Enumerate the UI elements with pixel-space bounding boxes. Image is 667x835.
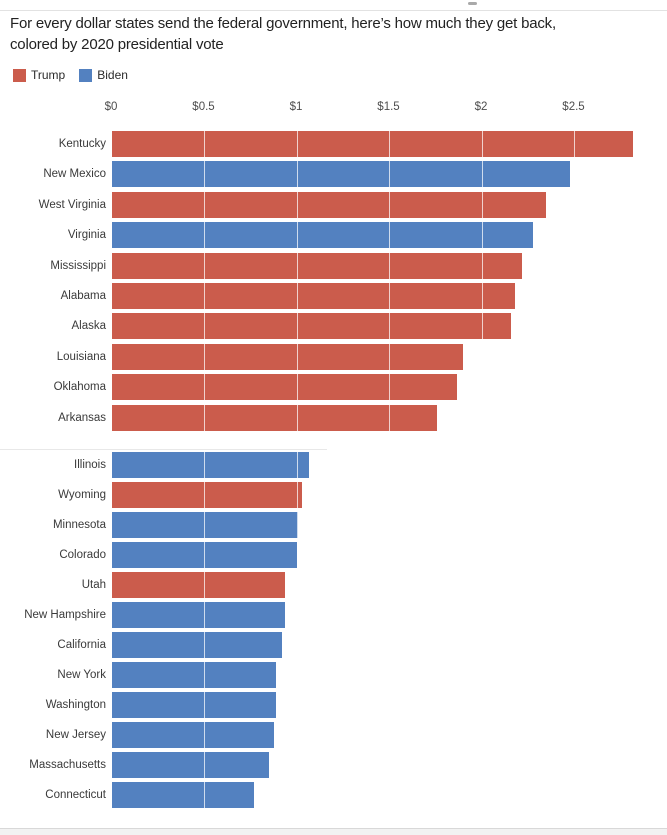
gridline xyxy=(481,131,483,431)
biden-color-swatch xyxy=(79,68,93,82)
legend-label-biden: Biden xyxy=(97,68,128,82)
legend-label-trump: Trump xyxy=(31,68,66,82)
bar-arkansas xyxy=(111,404,438,431)
state-label: West Virginia xyxy=(38,198,106,211)
state-label: Utah xyxy=(81,578,106,591)
state-label: Washington xyxy=(45,698,106,711)
x-axis-tick-label: $0.5 xyxy=(192,101,215,113)
state-label: Arkansas xyxy=(58,411,106,424)
gridline xyxy=(389,131,390,431)
legend-item-trump: Trump xyxy=(13,68,65,82)
state-label: Illinois xyxy=(74,458,106,471)
state-label: Alaska xyxy=(71,320,106,333)
legend: Trump Biden xyxy=(13,68,128,82)
bottom-page-strip xyxy=(0,829,667,835)
bar-new-mexico xyxy=(111,161,571,188)
state-label: Mississippi xyxy=(50,259,106,272)
gridline xyxy=(296,131,298,431)
state-label: California xyxy=(57,638,106,651)
state-label: New Jersey xyxy=(45,728,106,741)
bar-oklahoma xyxy=(111,374,458,401)
bar-new-jersey xyxy=(111,721,275,748)
x-axis-tick-label: $1 xyxy=(289,101,303,113)
bar-mississippi xyxy=(111,252,523,279)
state-label: Colorado xyxy=(59,548,106,561)
bar-utah xyxy=(111,571,286,598)
state-label: Minnesota xyxy=(52,518,106,531)
gridline xyxy=(204,131,205,431)
bar-louisiana xyxy=(111,343,463,370)
gridline xyxy=(574,451,575,808)
bar-massachusetts xyxy=(111,751,269,778)
state-label: New York xyxy=(57,668,106,681)
state-label: Louisiana xyxy=(56,350,106,363)
state-label: New Mexico xyxy=(43,168,106,181)
bar-new-york xyxy=(111,661,277,688)
state-label: Kentucky xyxy=(58,138,106,150)
bar-alaska xyxy=(111,313,512,340)
state-label: Wyoming xyxy=(58,488,106,501)
state-label: New Hampshire xyxy=(24,608,106,621)
gridline xyxy=(574,131,575,431)
state-label: Connecticut xyxy=(45,788,106,801)
gridline xyxy=(296,451,298,808)
bar-connecticut xyxy=(111,781,254,808)
state-label: Oklahoma xyxy=(53,381,106,394)
gridline xyxy=(389,451,390,808)
gridline xyxy=(481,451,483,808)
x-axis-tick-label: $2.5 xyxy=(562,101,585,113)
state-label: Massachusetts xyxy=(29,758,106,771)
bar-kentucky xyxy=(111,131,634,157)
state-label: Virginia xyxy=(67,229,106,242)
trump-color-swatch xyxy=(13,68,26,82)
chart-title-line2: colored by 2020 presidential vote xyxy=(10,36,224,53)
bar-washington xyxy=(111,691,277,718)
state-label: Alabama xyxy=(60,290,106,302)
legend-item-biden: Biden xyxy=(79,68,128,82)
bar-virginia xyxy=(111,222,534,249)
x-axis-tick-label: $2 xyxy=(474,101,488,113)
bar-wyoming xyxy=(111,481,303,508)
bar-illinois xyxy=(111,451,310,478)
chart-title-line1: For every dollar states send the federal… xyxy=(10,15,556,32)
cropped-element-dash xyxy=(468,2,477,5)
bar-new-hampshire xyxy=(111,601,286,628)
bar-alabama xyxy=(111,283,515,309)
section-separator-line xyxy=(0,449,327,450)
chart-title: For every dollar states send the federal… xyxy=(10,13,658,55)
top-divider xyxy=(0,10,667,11)
gridline xyxy=(204,451,205,808)
x-axis-tick-label: $0 xyxy=(104,101,118,113)
bar-california xyxy=(111,631,282,658)
bar-west-virginia xyxy=(111,191,547,218)
bottom-divider xyxy=(0,828,667,829)
x-axis-tick-label: $1.5 xyxy=(377,101,400,113)
